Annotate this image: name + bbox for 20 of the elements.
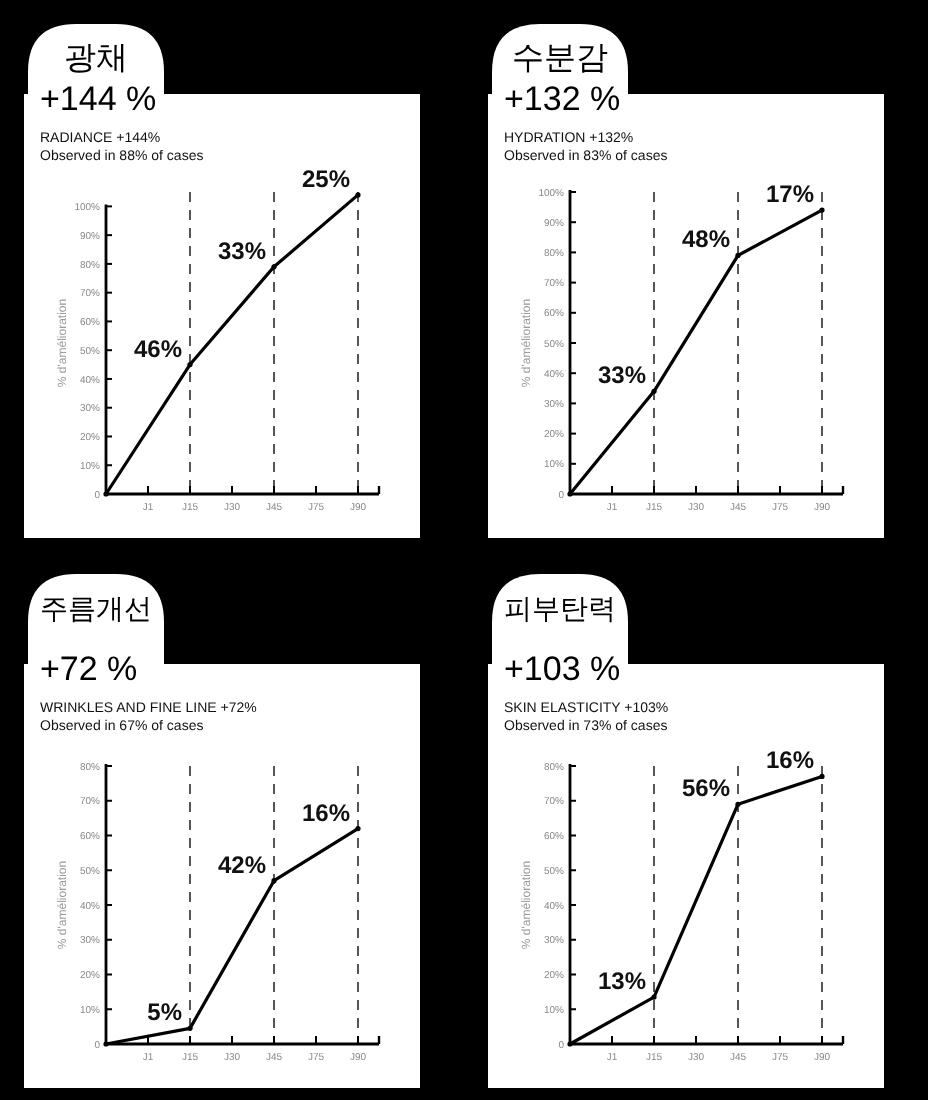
- annotation: 25%: [301, 164, 351, 193]
- annotation: 5%: [147, 998, 183, 1027]
- annotation: 16%: [301, 798, 351, 827]
- chart-subtitle: +103 %: [504, 650, 621, 688]
- annotation: 33%: [217, 236, 267, 265]
- annotation: 46%: [133, 334, 183, 363]
- annotation: 16%: [765, 746, 815, 775]
- annotation: 33%: [597, 361, 647, 390]
- annotation: 48%: [681, 225, 731, 254]
- annotation: 42%: [217, 850, 267, 879]
- chart-title: 광채: [64, 42, 128, 76]
- chart-subtitle: +72 %: [40, 650, 138, 688]
- annotation: 17%: [765, 180, 815, 209]
- chart-subtitle: +144 %: [40, 80, 157, 118]
- annotation: 56%: [681, 774, 731, 803]
- chart-title: 수분감: [512, 42, 608, 76]
- chart-subtitle: +132 %: [504, 80, 621, 118]
- chart-title: 피부탄력: [504, 592, 616, 624]
- chart-title: 주름개선: [40, 592, 152, 624]
- annotation: 13%: [597, 967, 647, 996]
